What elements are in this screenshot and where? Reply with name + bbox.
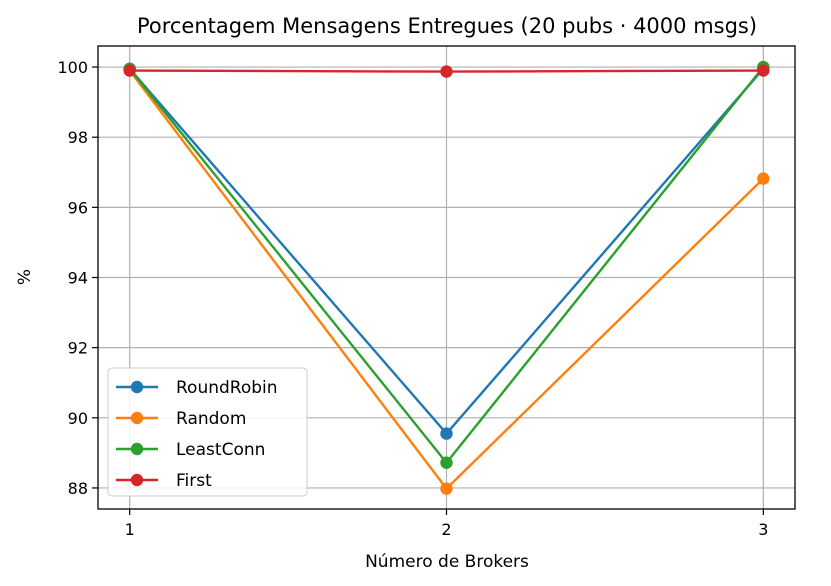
legend-label-random: Random — [176, 409, 246, 429]
legend-marker-random — [130, 411, 144, 425]
legend-marker-leastconn — [130, 442, 144, 456]
y-tick-label: 94 — [68, 269, 88, 288]
legend-item-leastconn: LeastConn — [116, 440, 265, 460]
legend-item-first: First — [116, 471, 212, 491]
y-tick-label: 96 — [68, 198, 88, 217]
chart-title: Porcentagem Mensagens Entregues (20 pubs… — [137, 14, 757, 38]
legend-item-random: Random — [116, 409, 246, 429]
series-first — [123, 64, 770, 78]
legend-label-roundrobin: RoundRobin — [176, 378, 278, 398]
legend-marker-first — [130, 473, 144, 487]
legend-item-roundrobin: RoundRobin — [116, 378, 278, 398]
data-point-random — [757, 172, 770, 185]
y-tick-label: 92 — [68, 339, 88, 358]
data-point-first — [123, 64, 136, 77]
x-tick-label: 1 — [125, 520, 135, 539]
series-lines — [123, 60, 770, 495]
legend-marker-roundrobin — [130, 380, 144, 394]
y-tick-label: 88 — [68, 479, 88, 498]
data-point-first — [440, 65, 453, 78]
y-tick-label: 90 — [68, 409, 88, 428]
y-tick-label: 100 — [57, 58, 88, 77]
x-tick-label: 3 — [758, 520, 768, 539]
data-point-random — [440, 482, 453, 495]
legend-label-first: First — [176, 471, 212, 491]
legend-label-leastconn: LeastConn — [176, 440, 265, 460]
legend-box — [107, 367, 308, 497]
y-tick-label: 98 — [68, 128, 88, 147]
y-axis-label: % — [15, 269, 35, 285]
x-tick-label: 2 — [441, 520, 451, 539]
data-point-first — [757, 64, 770, 77]
axis-ticks: 1 2 3 88 90 92 94 96 98 100 — [57, 58, 768, 539]
data-point-roundrobin — [440, 427, 453, 440]
legend: RoundRobin Random LeastConn First — [107, 367, 308, 497]
x-axis-label: Número de Brokers — [365, 552, 529, 572]
data-point-leastconn — [440, 456, 453, 469]
